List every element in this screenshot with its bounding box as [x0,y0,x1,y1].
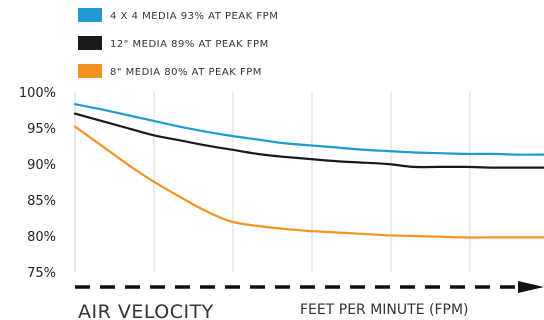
y-axis-tick-labels: 100% 95% 90% 85% 80% 75% [19,86,56,281]
series-line-2 [73,112,544,169]
y-tick-label-2: 95% [27,122,56,137]
legend-swatch-3 [78,64,102,78]
vertical-gridlines [153,92,471,272]
y-tick-label-5: 80% [27,230,56,245]
series-lines [73,103,544,239]
x-axis-label: AIR VELOCITY [78,301,214,320]
series-line-1 [73,103,544,156]
legend-label-1: 4 X 4 MEDIA 93% AT PEAK FPM [110,11,278,22]
y-tick-label-3: 90% [27,158,56,173]
series-line-3 [73,125,544,239]
y-tick-label-4: 85% [27,194,56,209]
legend: 4 X 4 MEDIA 93% AT PEAK FPM 12" MEDIA 89%… [78,8,278,78]
legend-label-2: 12" MEDIA 89% AT PEAK FPM [110,39,269,50]
y-tick-label-6: 75% [27,266,56,281]
x-axis-sublabel: FEET PER MINUTE (FPM) [300,302,469,318]
y-tick-label-1: 100% [19,86,56,101]
x-axis-arrow [75,281,544,293]
legend-label-3: 8" MEDIA 80% AT PEAK FPM [110,67,262,78]
legend-swatch-1 [78,8,102,22]
x-axis-arrowhead [518,281,544,293]
legend-swatch-2 [78,36,102,50]
